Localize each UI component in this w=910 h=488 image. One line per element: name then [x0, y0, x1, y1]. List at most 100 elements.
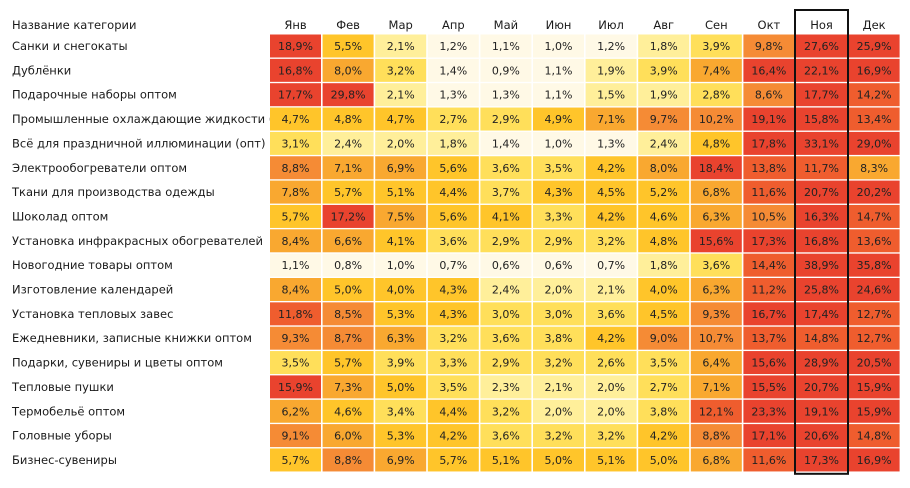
cell-value-label: 19,1% [751, 113, 786, 126]
cell-value-label: 4,6% [650, 210, 678, 223]
cell-value-label: 2,9% [492, 357, 520, 370]
heatmap-cell [743, 107, 795, 131]
heatmap-cell [690, 156, 742, 180]
heatmap-cell [796, 326, 847, 350]
heatmap-cell [848, 424, 900, 448]
column-header-11: Ноя [810, 18, 833, 32]
cell-value-label: 4,3% [545, 186, 573, 199]
cell-value-label: 16,9% [857, 454, 892, 467]
heatmap-cell [322, 375, 374, 399]
cell-value-label: 4,6% [334, 405, 362, 418]
cell-value-label: 3,5% [650, 357, 678, 370]
row-label: Новогодние товары оптом [12, 258, 173, 272]
row-label: Санки и снегокаты [12, 39, 128, 53]
cell-value-label: 9,3% [282, 332, 310, 345]
cell-value-label: 6,3% [702, 284, 730, 297]
highlight-column-frame [794, 9, 849, 475]
cell-value-label: 3,5% [439, 381, 467, 394]
cell-value-label: 8,8% [702, 430, 730, 443]
cell-value-label: 3,7% [492, 186, 520, 199]
heatmap-cell [848, 58, 900, 82]
heatmap-cell [585, 131, 637, 155]
cell-value-label: 11,8% [278, 308, 313, 321]
heatmap-cell [585, 375, 637, 399]
heatmap-cell [796, 399, 847, 423]
cell-value-label: 2,9% [545, 235, 573, 248]
heatmap-cell [375, 204, 427, 228]
heatmap-cell [322, 180, 374, 204]
cell-value-label: 6,6% [334, 235, 362, 248]
heatmap-cell [270, 58, 321, 82]
cell-value-label: 20,7% [804, 381, 839, 394]
heatmap-cell [638, 302, 690, 326]
cell-value-label: 1,4% [439, 64, 467, 77]
heatmap-cell [322, 326, 374, 350]
cell-value-label: 12,7% [857, 308, 892, 321]
column-header-5: Май [494, 18, 518, 32]
cell-value-label: 13,8% [751, 162, 786, 175]
heatmap-cell [743, 326, 795, 350]
cell-value-label: 14,4% [751, 259, 786, 272]
heatmap-cell [427, 156, 479, 180]
column-header-2: Фев [336, 18, 360, 32]
cell-value-label: 15,9% [857, 405, 892, 418]
heatmap-cell [480, 351, 532, 375]
cell-value-label: 4,3% [439, 308, 467, 321]
column-header-8: Авг [653, 18, 674, 32]
cell-value-label: 0,7% [439, 259, 467, 272]
row-label: Промышленные охлаждающие жидкости (опт) [12, 112, 299, 126]
heatmap-cell [375, 448, 427, 472]
heatmap-cell [270, 424, 321, 448]
cell-value-label: 5,7% [282, 210, 310, 223]
cell-value-label: 28,9% [804, 357, 839, 370]
row-label: Головные уборы [12, 429, 112, 443]
cell-value-label: 14,2% [857, 89, 892, 102]
cell-value-label: 4,7% [387, 113, 415, 126]
heatmap-cell [796, 448, 847, 472]
cell-value-label: 7,4% [702, 64, 730, 77]
heatmap-cell [848, 326, 900, 350]
cell-value-label: 23,3% [751, 405, 786, 418]
heatmap-cell [427, 326, 479, 350]
cell-value-label: 3,9% [650, 64, 678, 77]
heatmap-cell [796, 375, 847, 399]
cell-value-label: 4,0% [650, 284, 678, 297]
cell-value-label: 6,3% [387, 332, 415, 345]
heatmap-cell [480, 83, 532, 107]
cell-value-label: 14,8% [857, 430, 892, 443]
heatmap-cell [638, 107, 690, 131]
heatmap-cell [322, 448, 374, 472]
heatmap-cell [848, 107, 900, 131]
heatmap-cell [638, 326, 690, 350]
heatmap-cell [533, 448, 584, 472]
cell-value-label: 9,1% [282, 430, 310, 443]
heatmap-cell [638, 278, 690, 301]
heatmap-cell [480, 448, 532, 472]
heatmap-cell [270, 180, 321, 204]
heatmap-cell [796, 156, 847, 180]
heatmap-cell [270, 399, 321, 423]
cell-value-label: 17,8% [751, 137, 786, 150]
heatmap-cell [848, 253, 900, 277]
cell-value-label: 5,7% [334, 357, 362, 370]
heatmap-cell [375, 156, 427, 180]
heatmap-cell [375, 424, 427, 448]
heatmap-cell [638, 34, 690, 58]
cell-value-label: 1,5% [597, 89, 625, 102]
heatmap-cell [848, 83, 900, 107]
cell-value-label: 3,2% [597, 430, 625, 443]
heatmap-cell [480, 253, 532, 277]
heatmap-cell [427, 180, 479, 204]
cell-value-label: 12,7% [857, 332, 892, 345]
cell-value-label: 4,2% [597, 210, 625, 223]
heatmap-cell [638, 351, 690, 375]
heatmap-cell [585, 107, 637, 131]
cell-value-label: 3,2% [545, 430, 573, 443]
cell-value-label: 20,2% [857, 186, 892, 199]
cell-value-label: 5,1% [597, 454, 625, 467]
heatmap-cell [743, 424, 795, 448]
heatmap-cell [690, 326, 742, 350]
cell-value-label: 8,8% [334, 454, 362, 467]
cell-value-label: 1,1% [282, 259, 310, 272]
cell-value-label: 4,4% [439, 186, 467, 199]
